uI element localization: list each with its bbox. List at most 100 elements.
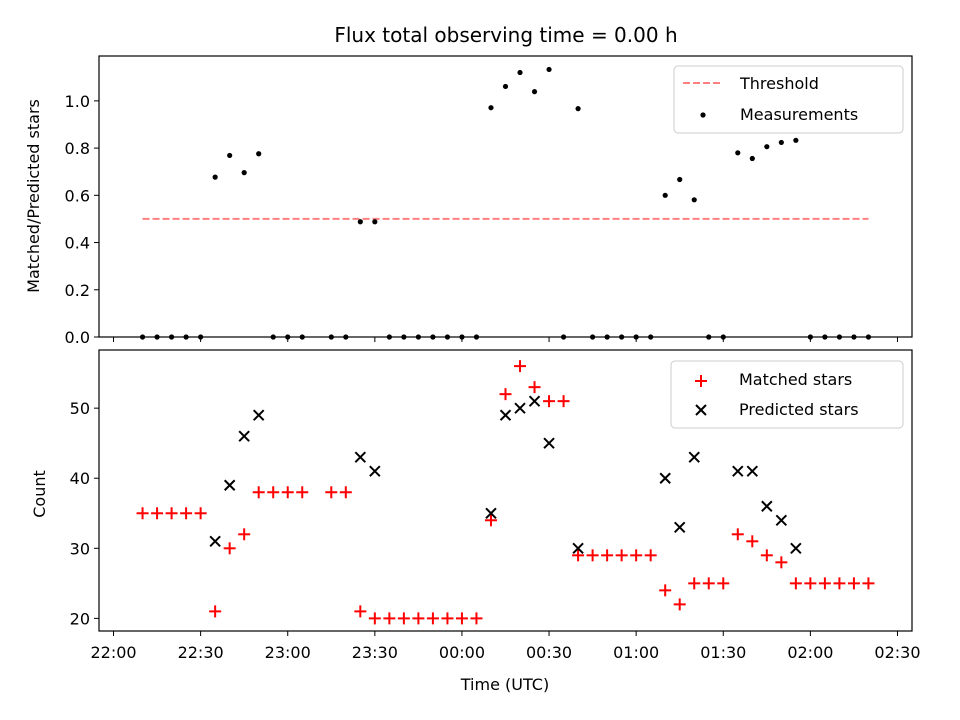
predicted-star-point (499, 409, 512, 421)
predicted-star-point (209, 535, 221, 548)
bottom-x-tick-label: 23:30 (352, 643, 398, 662)
measurement-points (139, 66, 872, 340)
matched-star-point (833, 577, 846, 590)
matched-star-point (209, 605, 222, 618)
legend-matched-marker (695, 375, 707, 387)
matched-star-point (804, 577, 817, 590)
measurement-point (386, 334, 392, 340)
bottom-x-tick-label: 23:00 (265, 643, 311, 662)
matched-star-point (397, 612, 410, 625)
matched-star-point (383, 612, 396, 625)
measurement-point (139, 334, 146, 340)
matched-star-point (281, 486, 294, 499)
matched-star-point (499, 388, 512, 401)
predicted-star-point (252, 409, 265, 421)
bottom-x-axis-label: Time (UTC) (460, 675, 549, 694)
matched-star-point (673, 598, 686, 611)
measurement-point (662, 192, 668, 198)
predicted-star-point (790, 542, 802, 555)
predicted-star-point (514, 402, 526, 414)
matched-star-point (441, 612, 454, 625)
matched-star-point (470, 612, 483, 625)
matched-star-point (746, 535, 759, 548)
predicted-star-point (543, 437, 555, 449)
predicted-star-point (688, 451, 700, 463)
predicted-star-point (572, 542, 584, 555)
measurement-point (865, 334, 872, 340)
bottom-y-tick-label: 30 (70, 539, 90, 558)
matched-star-point (586, 549, 599, 562)
measurement-point (749, 155, 755, 162)
matched-star-point (238, 528, 251, 541)
matched-star-point (601, 549, 614, 562)
measurement-point (575, 106, 581, 112)
matched-star-point (267, 486, 280, 499)
matched-star-point (702, 577, 715, 590)
bottom-y-ticks: 20 30 40 50 (70, 399, 99, 628)
measurement-point (154, 334, 160, 340)
matched-star-point (151, 507, 164, 520)
legend-predicted-marker (695, 404, 707, 416)
top-y-tick-label: 0.4 (65, 234, 90, 253)
matched-star-point (731, 528, 744, 541)
measurement-point (764, 144, 770, 150)
bottom-y-tick-label: 20 (70, 609, 90, 628)
measurement-point (677, 176, 683, 183)
matched-star-point (775, 556, 788, 569)
matched-star-point (615, 549, 628, 562)
matched-star-point (194, 507, 207, 520)
matched-star-point (514, 360, 527, 373)
measurement-point (198, 334, 204, 340)
measurement-point (735, 150, 741, 156)
measurement-point (648, 334, 654, 340)
matched-star-point (223, 542, 236, 555)
measurement-point (633, 334, 639, 340)
top-y-tick-label: 0.8 (65, 139, 90, 158)
matched-star-point (180, 507, 193, 520)
matched-star-point (354, 605, 367, 618)
measurement-point (183, 334, 189, 340)
matched-star-point (339, 486, 352, 499)
bottom-y-tick-label: 50 (70, 399, 90, 418)
bottom-y-axis-label: Count (30, 470, 49, 518)
top-legend: Threshold Measurements (673, 65, 904, 134)
predicted-star-point (659, 472, 671, 484)
measurement-point (560, 334, 567, 340)
predicted-star-point (528, 395, 541, 407)
bottom-legend: Matched stars Predicted stars (670, 360, 904, 429)
measurement-point (401, 334, 407, 340)
measurement-point (415, 334, 421, 340)
measurement-point (822, 334, 828, 340)
measurement-point (270, 334, 276, 340)
matched-star-point (136, 507, 149, 520)
matched-star-point (862, 577, 875, 590)
predicted-star-point (732, 465, 744, 477)
matched-star-point (543, 395, 556, 408)
matched-star-point (789, 577, 802, 590)
measurement-point (604, 334, 610, 340)
measurement-point (488, 105, 494, 111)
measurement-point (459, 334, 465, 340)
predicted-star-point (485, 507, 497, 519)
measurement-point (372, 219, 378, 225)
matched-star-point (847, 577, 860, 590)
legend-measurements-marker (700, 112, 706, 118)
top-y-tick-label: 1.0 (65, 92, 90, 111)
bottom-x-tick-label: 02:30 (874, 643, 920, 662)
measurement-point (444, 334, 451, 340)
measurement-point (227, 152, 233, 159)
measurement-point (851, 334, 857, 340)
measurement-point (546, 66, 552, 73)
matched-star-point (426, 612, 439, 625)
matched-star-point (630, 549, 643, 562)
matched-star-point (412, 612, 425, 625)
predicted-star-point (369, 465, 381, 477)
bottom-x-tick-label: 22:30 (178, 643, 224, 662)
top-legend-box (673, 65, 904, 134)
matched-star-point (296, 486, 309, 499)
matched-star-point (455, 612, 468, 625)
predicted-stars-points (209, 395, 802, 555)
predicted-star-point (238, 430, 250, 442)
measurement-point (473, 334, 480, 340)
